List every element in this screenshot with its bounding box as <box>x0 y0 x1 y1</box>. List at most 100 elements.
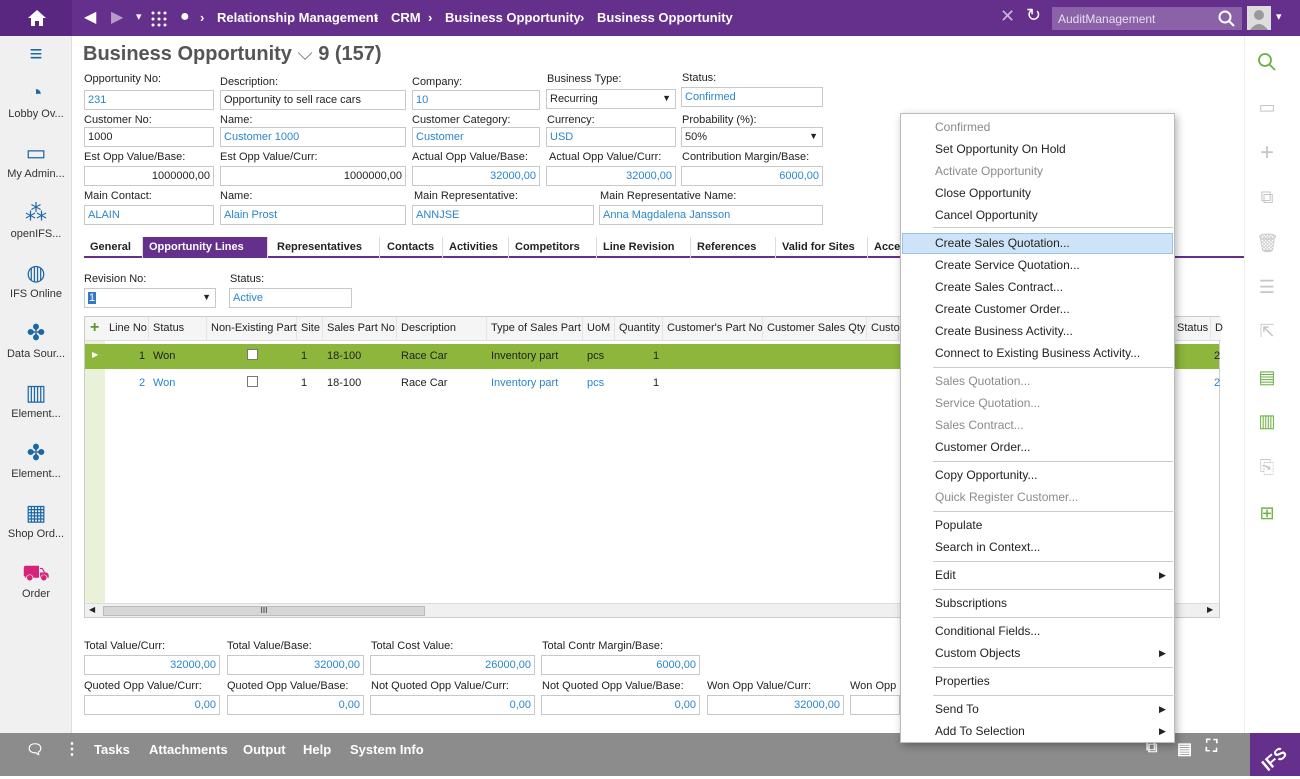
more-vertical-icon[interactable]: ⋮ <box>64 741 80 758</box>
footer-output[interactable]: Output <box>243 742 286 757</box>
est-curr-field[interactable]: 1000000,00 <box>220 166 406 186</box>
details-icon[interactable]: ▤ <box>1258 367 1276 387</box>
business-type-select[interactable]: Recurring ▼ <box>546 89 676 109</box>
forward-icon[interactable]: ▶ <box>111 9 124 26</box>
menu-item-subscriptions[interactable]: Subscriptions <box>935 596 1008 610</box>
duplicate-icon[interactable]: ⧉ <box>1260 187 1274 207</box>
revision-status-field[interactable]: Active <box>229 288 352 308</box>
col-uom[interactable]: UoM <box>585 317 615 341</box>
tab-general[interactable]: General <box>84 237 143 258</box>
customer-category-field[interactable]: Customer <box>412 127 540 147</box>
total-value-curr-field[interactable]: 32000,00 <box>84 655 220 675</box>
col-d[interactable]: D <box>1215 322 1223 334</box>
menu-item-set-on-hold[interactable]: Set Opportunity On Hold <box>935 142 1066 156</box>
menu-item-conditional-fields[interactable]: Conditional Fields... <box>935 624 1041 638</box>
tab-opportunity-lines[interactable]: Opportunity Lines <box>143 237 268 258</box>
col-non-existing-part[interactable]: Non-Existing Part <box>209 317 297 341</box>
contribution-field[interactable]: 6000,00 <box>681 166 823 186</box>
search-icon[interactable] <box>1256 52 1278 74</box>
customer-no-field[interactable]: 1000 <box>84 127 214 147</box>
menu-item-add-to-selection[interactable]: Add To Selection <box>935 724 1025 738</box>
menu-item-custom-objects[interactable]: Custom Objects <box>935 646 1021 660</box>
won-base-field[interactable] <box>850 695 900 715</box>
apps-grid-icon[interactable] <box>151 11 167 27</box>
tab-valid-for-sites[interactable]: Valid for Sites <box>776 237 868 258</box>
col-quantity[interactable]: Quantity <box>617 317 663 341</box>
menu-item-create-sales-contract[interactable]: Create Sales Contract... <box>935 280 1064 294</box>
not-quoted-base-field[interactable]: 0,00 <box>541 695 700 715</box>
contact-name-field[interactable]: Alain Prost <box>220 205 406 225</box>
actual-curr-field[interactable]: 32000,00 <box>546 166 676 186</box>
menu-item-search-in-context[interactable]: Search in Context... <box>935 540 1041 554</box>
est-base-field[interactable]: 1000000,00 <box>84 166 214 186</box>
sidebar-menu-button[interactable]: ≡ <box>0 41 72 67</box>
opportunity-no-field[interactable]: 231 <box>84 90 214 110</box>
menu-item-properties[interactable]: Properties <box>935 674 990 688</box>
quoted-curr-field[interactable]: 0,00 <box>84 695 220 715</box>
menu-item-populate[interactable]: Populate <box>935 518 983 532</box>
menu-item-customer-order[interactable]: Customer Order... <box>935 440 1031 454</box>
breadcrumb-1[interactable]: Relationship Management <box>217 10 379 25</box>
chat-icon[interactable]: 🗨 <box>26 741 44 757</box>
menu-item-create-business-activity[interactable]: Create Business Activity... <box>935 324 1073 338</box>
col-status-2[interactable]: Status <box>1175 317 1211 341</box>
fullscreen-icon[interactable]: ⛶ <box>1206 738 1218 755</box>
sidebar-item-lobby[interactable]: ◔ Lobby Ov... <box>0 80 72 120</box>
total-contr-field[interactable]: 6000,00 <box>541 655 700 675</box>
sidebar-item-ifs-online[interactable]: ◍ IFS Online <box>0 260 72 300</box>
document-icon[interactable]: ⎘ <box>1259 457 1275 477</box>
company-field[interactable]: 10 <box>412 90 540 110</box>
col-site[interactable]: Site <box>299 317 323 341</box>
save-icon[interactable]: ▭ <box>1258 97 1276 117</box>
footer-help[interactable]: Help <box>303 742 332 757</box>
footer-attachments[interactable]: Attachments <box>149 742 228 757</box>
total-cost-field[interactable]: 26000,00 <box>370 655 535 675</box>
actual-base-field[interactable]: 32000,00 <box>412 166 540 186</box>
close-icon[interactable]: ✕ <box>1000 6 1016 26</box>
total-value-base-field[interactable]: 32000,00 <box>227 655 364 675</box>
menu-item-cancel[interactable]: Cancel Opportunity <box>935 208 1038 222</box>
windows-icon[interactable]: ⧉ <box>1146 739 1158 756</box>
col-type-of-sales-part[interactable]: Type of Sales Part <box>489 317 583 341</box>
breadcrumb-2[interactable]: CRM <box>391 10 421 25</box>
menu-item-create-sales-quotation[interactable]: Create Sales Quotation... <box>935 236 1070 250</box>
tab-contacts[interactable]: Contacts <box>381 237 443 258</box>
sidebar-item-element-1[interactable]: ▥ Element... <box>0 380 72 420</box>
add-row-icon[interactable]: + <box>90 319 100 336</box>
note-icon[interactable]: ⊞ <box>1259 503 1275 523</box>
list-icon[interactable]: ☰ <box>1258 277 1276 297</box>
sidebar-item-my-admin[interactable]: ▭ My Admin... <box>0 140 72 180</box>
col-status[interactable]: Status <box>151 317 207 341</box>
non-existing-checkbox[interactable] <box>247 349 258 360</box>
delete-icon[interactable]: 🗑 <box>1256 233 1279 253</box>
probability-select[interactable]: 50% ▼ <box>681 127 823 147</box>
tab-line-revision[interactable]: Line Revision <box>597 237 691 258</box>
status-field[interactable]: Confirmed <box>681 87 823 107</box>
menu-item-close[interactable]: Close Opportunity <box>935 186 1032 200</box>
back-icon[interactable]: ◀ <box>84 9 97 26</box>
home-button[interactable] <box>0 0 72 36</box>
col-sales-part-no[interactable]: Sales Part No <box>325 317 397 341</box>
tab-acce[interactable]: Acce <box>874 241 901 253</box>
revision-select[interactable]: 1 ▼ <box>84 288 216 308</box>
sidebar-item-element-2[interactable]: ✤ Element... <box>0 440 72 480</box>
tab-competitors[interactable]: Competitors <box>509 237 597 258</box>
description-field[interactable]: Opportunity to sell race cars <box>220 90 406 110</box>
details-icon[interactable]: ▤ <box>1177 741 1193 758</box>
not-quoted-curr-field[interactable]: 0,00 <box>370 695 535 715</box>
scrollbar-thumb[interactable]: III <box>103 606 425 616</box>
col-line-no[interactable]: Line No <box>107 317 149 341</box>
tab-activities[interactable]: Activities <box>443 237 509 258</box>
sidebar-item-data-sources[interactable]: ✤ Data Sour... <box>0 320 72 360</box>
tab-representatives[interactable]: Representatives <box>271 237 380 258</box>
new-icon[interactable]: + <box>1259 139 1274 166</box>
col-customers-part-no[interactable]: Customer's Part No <box>665 317 763 341</box>
rep-name-field[interactable]: Anna Magdalena Jansson <box>599 205 823 225</box>
col-description[interactable]: Description <box>399 317 487 341</box>
main-rep-field[interactable]: ANNJSE <box>412 205 594 225</box>
scroll-left-icon[interactable]: ◀ <box>89 605 96 614</box>
main-contact-field[interactable]: ALAIN <box>84 205 214 225</box>
user-menu-chevron-icon[interactable]: ▾ <box>1276 11 1282 23</box>
menu-item-create-customer-order[interactable]: Create Customer Order... <box>935 302 1070 316</box>
col-custo[interactable]: Custo <box>869 317 900 341</box>
